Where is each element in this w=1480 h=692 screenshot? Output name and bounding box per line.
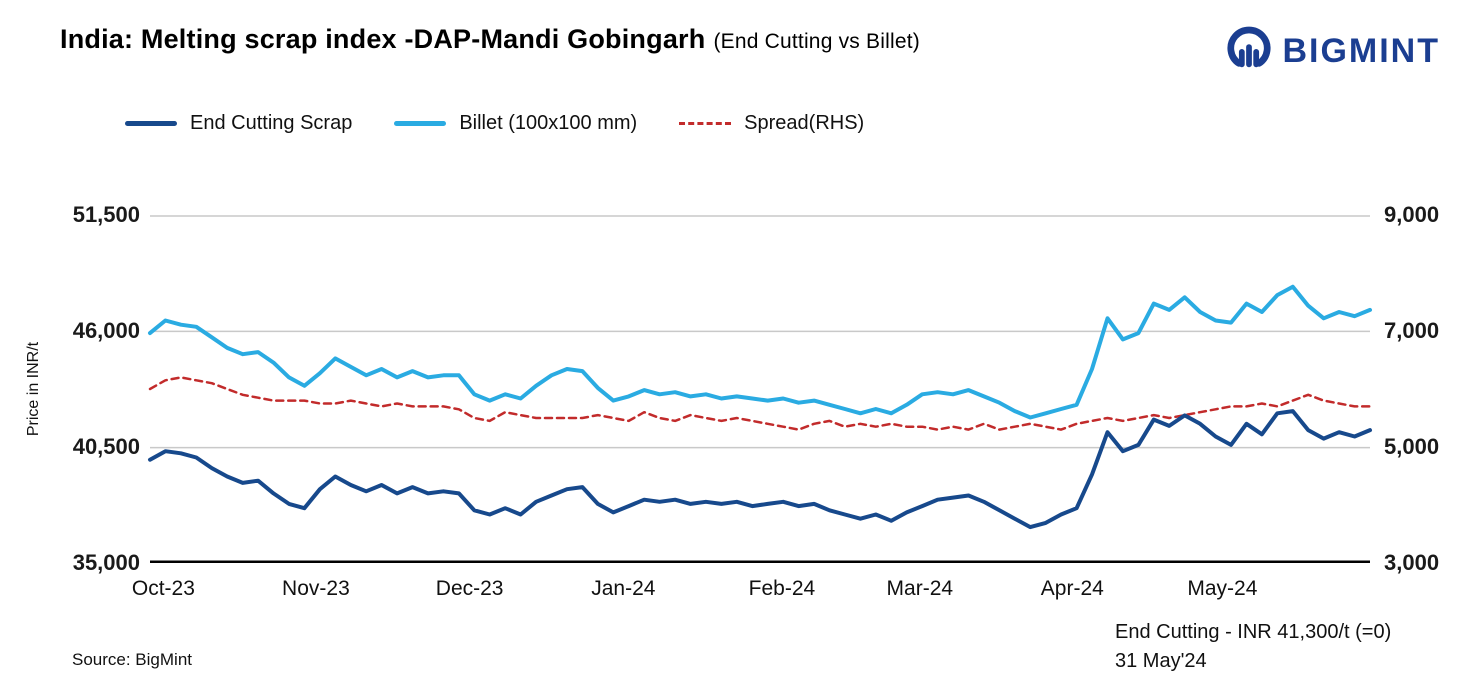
x-axis-ticks: Oct-23 Nov-23 Dec-23 Jan-24 Feb-24 Mar-2…	[132, 577, 1370, 607]
chart-plot	[148, 215, 1372, 563]
left-axis-tick: 35,000	[72, 550, 140, 575]
series-end-cutting-scrap	[148, 409, 1372, 530]
left-axis-tick: 51,500	[72, 202, 140, 227]
chart-title: India: Melting scrap index -DAP-Mandi Go…	[60, 24, 706, 54]
chart-header: India: Melting scrap index -DAP-Mandi Go…	[60, 24, 1440, 77]
series-spread-rhs-	[148, 376, 1372, 431]
legend-label: Billet (100x100 mm)	[459, 112, 638, 134]
chart-plot-area	[148, 215, 1372, 563]
page-title: India: Melting scrap index -DAP-Mandi Go…	[60, 24, 920, 55]
legend-swatch-billet	[394, 121, 447, 126]
x-axis-tick: Nov-23	[282, 577, 350, 600]
legend-item-billet: Billet (100x100 mm)	[394, 112, 637, 135]
right-axis-tick: 7,000	[1384, 317, 1440, 343]
legend-item-end-cutting-scrap: End Cutting Scrap	[125, 112, 352, 135]
legend-item-spread: Spread(RHS)	[679, 112, 864, 135]
legend-swatch-spread	[679, 122, 732, 125]
x-axis-tick: Oct-23	[131, 577, 195, 600]
legend-label: End Cutting Scrap	[190, 112, 353, 134]
x-axis-tick: Feb-24	[748, 577, 816, 600]
right-axis-tick: 9,000	[1384, 202, 1440, 227]
legend-label: Spread(RHS)	[744, 112, 865, 134]
x-axis-tick: Apr-24	[1040, 577, 1104, 600]
x-axis-tick: May-24	[1187, 577, 1258, 600]
right-axis-ticks: 9,000 7,000 5,000 3,000	[1384, 202, 1476, 575]
x-axis-tick: Jan-24	[591, 577, 656, 600]
chart-subtitle: (End Cutting vs Billet)	[713, 30, 920, 53]
x-axis-tick: Mar-24	[886, 577, 954, 600]
bigmint-logo-text: BIGMINT	[1282, 32, 1440, 70]
source-note: Source: BigMint	[72, 650, 192, 669]
annotation-line1: End Cutting - INR 41,300/t (=0)	[1115, 621, 1392, 643]
left-axis-tick: 40,500	[72, 434, 140, 459]
bigmint-logo: BIGMINT	[1226, 26, 1440, 77]
legend-swatch-end-cutting-scrap	[125, 121, 177, 126]
annotation-line2: 31 May'24	[1115, 650, 1207, 672]
bigmint-logo-icon	[1226, 26, 1272, 77]
x-axis-tick: Dec-23	[435, 577, 504, 600]
right-axis-tick: 3,000	[1384, 550, 1440, 575]
chart-legend: End Cutting Scrap Billet (100x100 mm) Sp…	[125, 112, 864, 135]
series-billet-100x100-mm-	[148, 284, 1372, 420]
left-axis-tick: 46,000	[72, 317, 140, 343]
left-axis-ticks: 51,500 46,000 40,500 35,000	[40, 202, 140, 575]
chart-annotation: End Cutting - INR 41,300/t (=0) 31 May'2…	[1115, 618, 1391, 676]
right-axis-tick: 5,000	[1384, 434, 1440, 459]
